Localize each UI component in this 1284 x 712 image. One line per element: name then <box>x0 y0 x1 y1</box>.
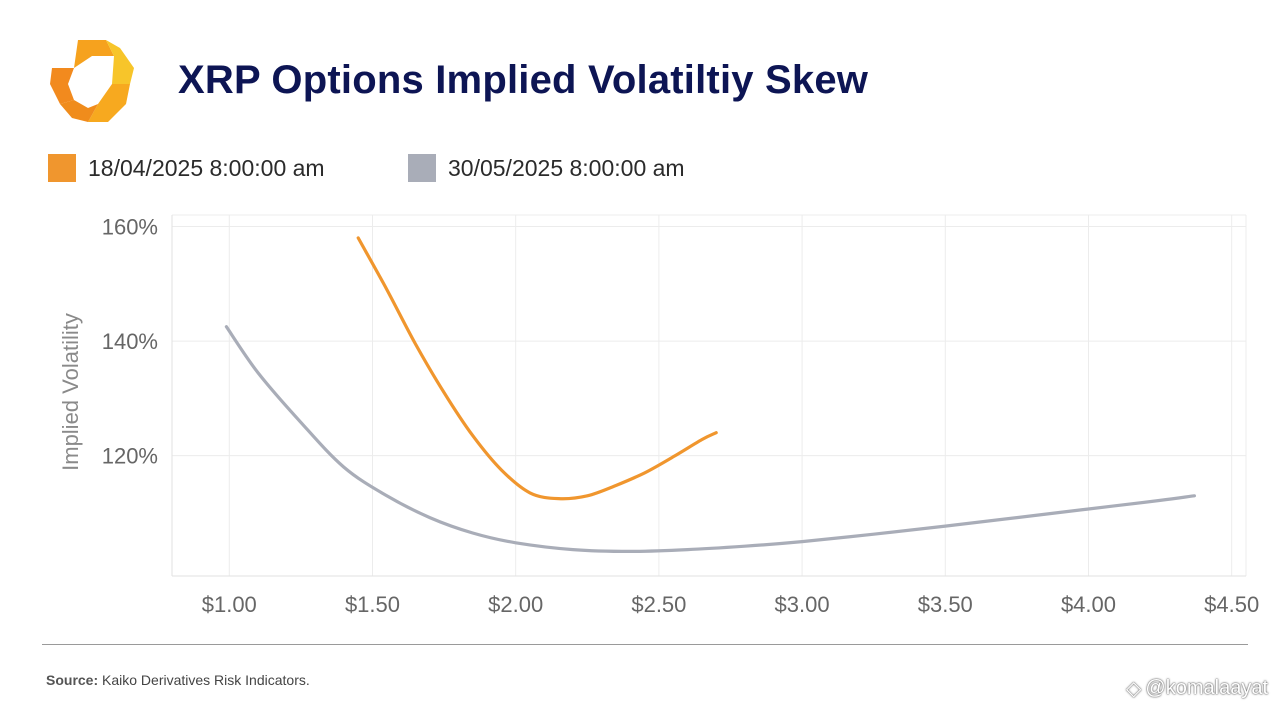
watermark-icon: ◇ <box>1126 678 1142 700</box>
legend-item-series-1: 18/04/2025 8:00:00 am <box>48 153 325 183</box>
watermark-text: @komalaayat <box>1145 677 1268 699</box>
x-tick-label: $3.50 <box>918 592 973 617</box>
legend-swatch-series-2 <box>408 154 436 182</box>
y-axis-label: Implied Volatility <box>58 313 83 471</box>
watermark: ◇ @komalaayat <box>1126 676 1268 701</box>
legend-item-series-2: 30/05/2025 8:00:00 am <box>408 153 685 183</box>
x-tick-label: $1.00 <box>202 592 257 617</box>
series <box>224 236 1196 553</box>
axes: $1.00 $1.50 $2.00 $2.50 $3.00 $3.50 $4.00 $4.50… <box>102 214 1259 617</box>
kaiko-logo-icon <box>50 40 134 122</box>
series-line-1 <box>356 236 718 501</box>
legend-label-series-1: 18/04/2025 8:00:00 am <box>88 154 325 181</box>
source-label: Source: <box>46 672 99 688</box>
x-tick-label: $3.00 <box>775 592 830 617</box>
x-tick-label: $4.50 <box>1204 592 1259 617</box>
x-tick-label: $4.00 <box>1061 592 1116 617</box>
chart-title: XRP Options Implied Volatiltiy Skew <box>178 58 869 102</box>
source-text: Kaiko Derivatives Risk Indicators. <box>102 672 310 688</box>
x-tick-label: $2.00 <box>488 592 543 617</box>
source-note: Source: Kaiko Derivatives Risk Indicator… <box>46 672 310 688</box>
legend-label-series-2: 30/05/2025 8:00:00 am <box>448 154 685 181</box>
footer-divider <box>42 644 1248 645</box>
y-tick-label: 120% <box>102 444 158 469</box>
x-tick-label: $2.50 <box>631 592 686 617</box>
y-tick-label: 160% <box>102 214 158 239</box>
y-tick-label: 140% <box>102 329 158 354</box>
grid <box>172 214 1247 576</box>
x-tick-label: $1.50 <box>345 592 400 617</box>
series-line-2 <box>224 325 1196 553</box>
legend-swatch-series-1 <box>48 154 76 182</box>
